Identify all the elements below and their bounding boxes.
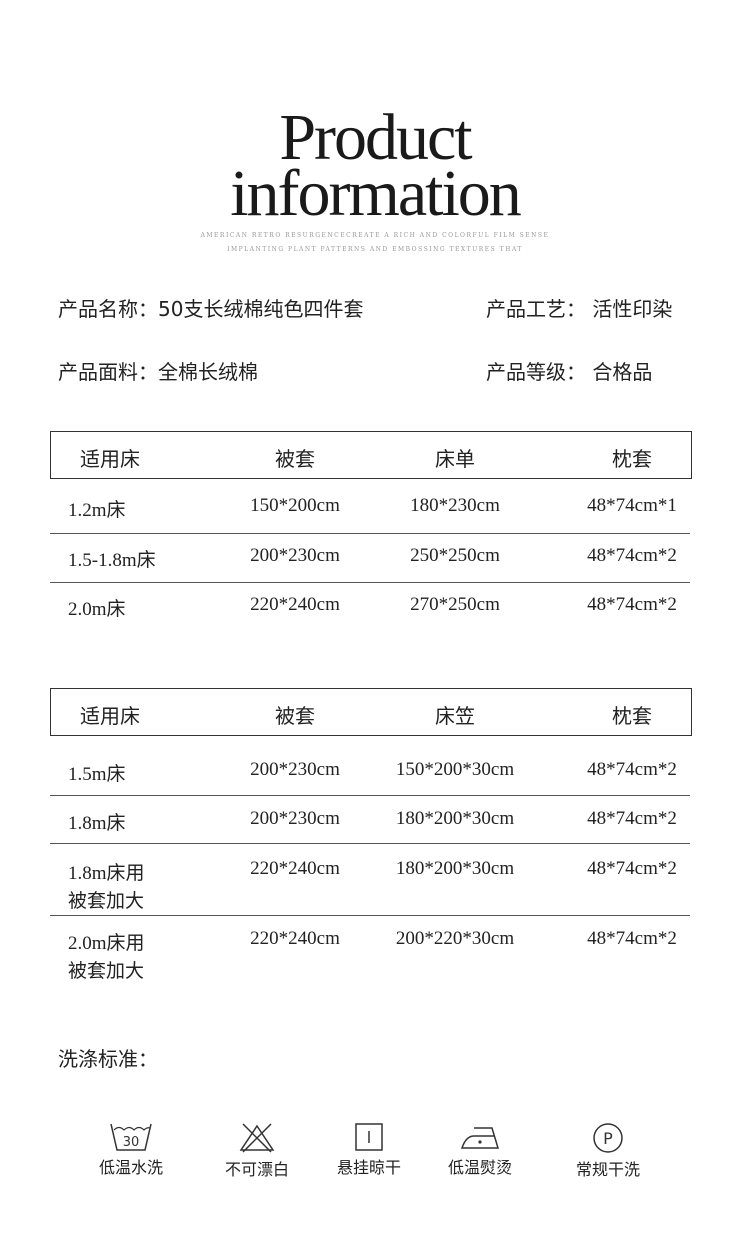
title-product: Product bbox=[279, 101, 472, 174]
subtitle-line2: IMPLANTING PLANT PATTERNS AND EMBOSSING … bbox=[227, 246, 523, 253]
table-cell-bed: 1.8m床用 bbox=[68, 863, 145, 884]
product-fabric: 产品面料：全棉长绒棉 bbox=[58, 360, 258, 384]
svg-text:30: 30 bbox=[123, 1135, 140, 1150]
table-cell: 48*74cm*2 bbox=[587, 545, 677, 566]
table-cell: 48*74cm*2 bbox=[587, 594, 677, 615]
table-cell-bed: 2.0m床用 bbox=[68, 933, 145, 954]
table-header-cell: 枕套 bbox=[612, 704, 652, 728]
table-header-cell: 被套 bbox=[275, 704, 315, 728]
wash-item: 低温熨烫 bbox=[425, 1122, 535, 1178]
subtitle-line1: AMERICAN RETRO RESURGENCECREATE A RICH A… bbox=[200, 232, 550, 239]
table-header-cell: 被套 bbox=[275, 447, 315, 471]
table-cell: 180*230cm bbox=[410, 495, 500, 516]
wash-label: 悬挂晾干 bbox=[336, 1158, 401, 1177]
table-header-cell: 适用床 bbox=[80, 447, 140, 471]
table-cell: 48*74cm*1 bbox=[587, 495, 677, 516]
product-name: 产品名称：50支长绒棉纯色四件套 bbox=[58, 297, 364, 321]
table-cell-bed: 1.8m床 bbox=[68, 813, 126, 834]
table-cell: 270*250cm bbox=[410, 594, 500, 615]
row-divider bbox=[50, 843, 690, 844]
table-cell: 1.5-1.8m床 bbox=[68, 550, 156, 571]
table-cell: 180*200*30cm bbox=[395, 858, 515, 879]
wash-item: P 常规干洗 bbox=[553, 1122, 663, 1180]
table-cell: 250*250cm bbox=[410, 545, 500, 566]
table-cell: 150*200*30cm bbox=[395, 759, 515, 780]
table-cell: 180*200*30cm bbox=[395, 808, 515, 829]
wash-item: 悬挂晾干 bbox=[314, 1122, 424, 1178]
table-cell: 220*240cm bbox=[250, 858, 340, 879]
table-cell-bed: 1.5m床 bbox=[68, 764, 126, 785]
table-cell: 220*240cm bbox=[250, 594, 340, 615]
table-cell: 2.0m床 bbox=[68, 599, 126, 620]
table-header-cell: 床笠 bbox=[435, 704, 475, 728]
wash-title: 洗涤标准： bbox=[58, 1047, 158, 1071]
table-cell: 200*230cm bbox=[250, 545, 340, 566]
table-header-cell: 适用床 bbox=[80, 704, 140, 728]
wash-item: 不可漂白 bbox=[202, 1122, 312, 1180]
table-cell: 48*74cm*2 bbox=[587, 928, 677, 949]
wash-item: 30 低温水洗 bbox=[76, 1122, 186, 1178]
title-information: information bbox=[230, 157, 522, 230]
table-cell: 48*74cm*2 bbox=[587, 808, 677, 829]
row-divider bbox=[50, 533, 690, 534]
table-header-cell: 床单 bbox=[435, 447, 475, 471]
wash-label: 低温水洗 bbox=[98, 1158, 163, 1177]
table-header-cell: 枕套 bbox=[612, 447, 652, 471]
table-cell: 200*230cm bbox=[250, 759, 340, 780]
table-cell: 150*200cm bbox=[250, 495, 340, 516]
row-divider bbox=[50, 795, 690, 796]
table-header-box bbox=[50, 431, 692, 479]
table-cell-bed: 被套加大 bbox=[68, 891, 145, 912]
hang-dry-icon bbox=[355, 1123, 383, 1151]
table-cell: 48*74cm*2 bbox=[587, 858, 677, 879]
table-cell: 200*230cm bbox=[250, 808, 340, 829]
wash-label: 不可漂白 bbox=[224, 1160, 289, 1179]
wash-label: 常规干洗 bbox=[575, 1160, 640, 1179]
table-header-box bbox=[50, 688, 692, 736]
wash-label: 低温熨烫 bbox=[447, 1158, 512, 1177]
table-cell: 48*74cm*2 bbox=[587, 759, 677, 780]
product-grade: 产品等级： 合格品 bbox=[486, 360, 653, 384]
svg-text:P: P bbox=[603, 1129, 613, 1148]
table-cell: 200*220*30cm bbox=[395, 928, 515, 949]
wash-30-icon: 30 bbox=[110, 1123, 152, 1151]
row-divider bbox=[50, 582, 690, 583]
product-craft: 产品工艺： 活性印染 bbox=[486, 297, 673, 321]
row-divider bbox=[50, 915, 690, 916]
no-bleach-icon bbox=[239, 1123, 275, 1153]
table-cell-bed: 被套加大 bbox=[68, 961, 145, 982]
dry-clean-p-icon: P bbox=[593, 1123, 623, 1153]
low-iron-icon bbox=[460, 1127, 500, 1149]
table-cell: 220*240cm bbox=[250, 928, 340, 949]
table-cell: 1.2m床 bbox=[68, 500, 126, 521]
